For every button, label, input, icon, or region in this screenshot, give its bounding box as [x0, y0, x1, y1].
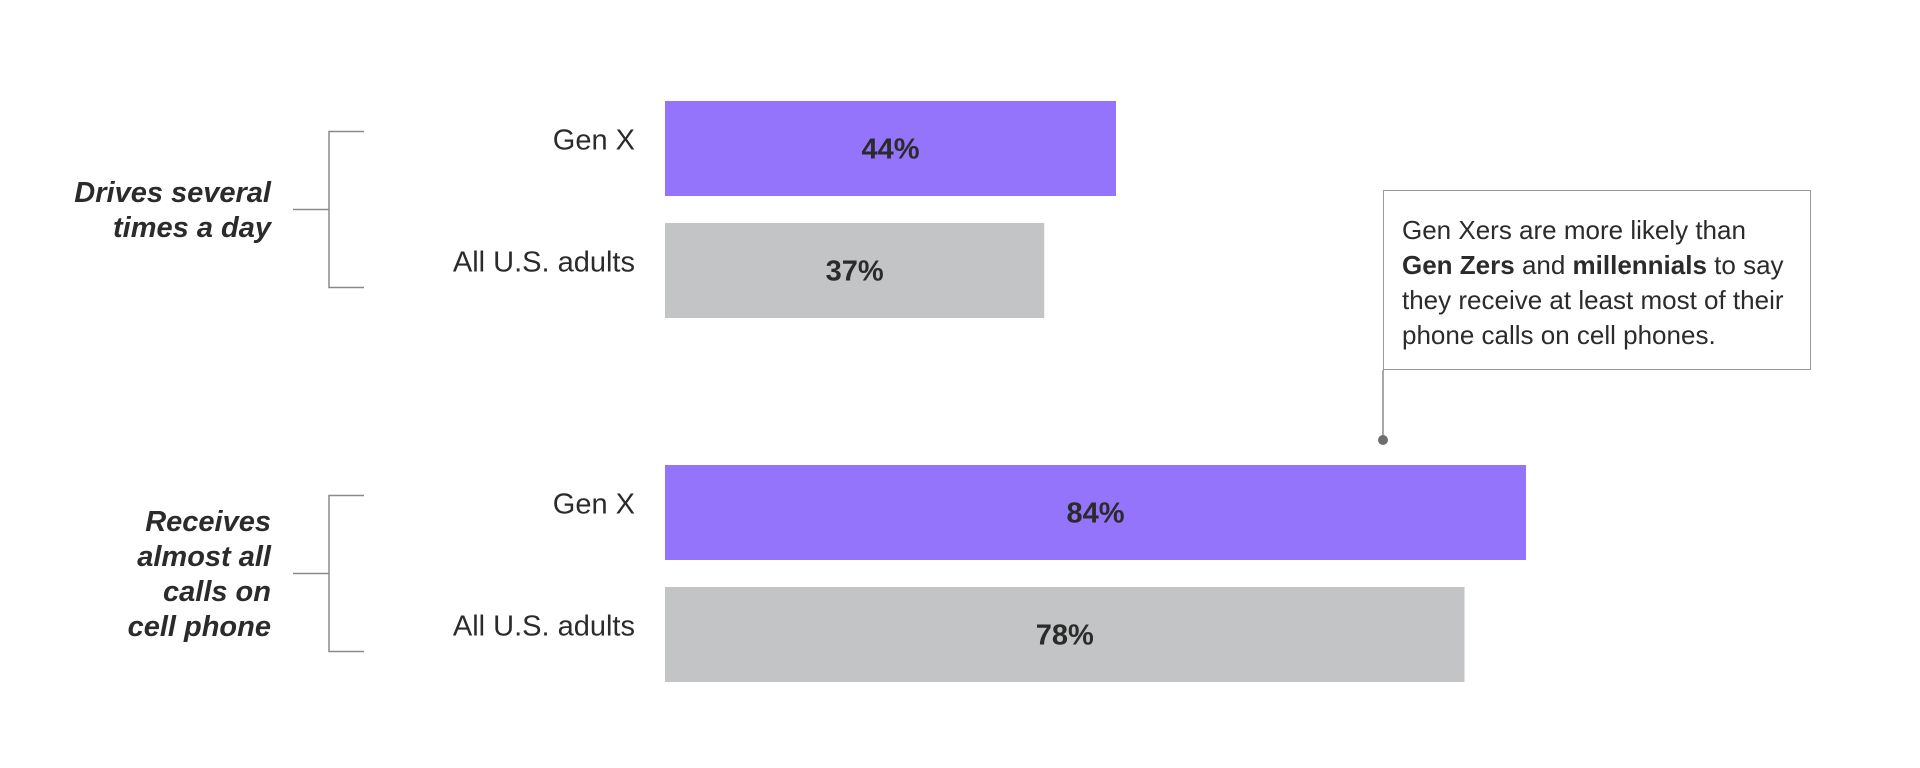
group-label: Drives several times a day [74, 177, 273, 244]
data-label: 37% [826, 256, 884, 288]
group-label-line: calls on [163, 576, 271, 608]
data-label: 78% [1036, 620, 1094, 652]
group-label: Receives almost all calls on cell phone [128, 506, 272, 643]
category-label: Gen X [553, 125, 635, 157]
group-label-line: Receives [145, 506, 271, 538]
annotation-bold-text: Gen Zers [1402, 250, 1515, 280]
annotation-text: and [1514, 250, 1573, 280]
bar [665, 223, 1045, 318]
category-label: All U.S. adults [453, 611, 635, 643]
annotation-text: Gen Xers are more likely than [1402, 215, 1746, 245]
category-label: Gen X [553, 489, 635, 521]
bar [665, 587, 1465, 682]
annotation-dot [1378, 435, 1388, 445]
group-label-line: Drives several [74, 177, 272, 209]
group-bracket [328, 130, 364, 289]
bar [665, 101, 1116, 196]
category-label: All U.S. adults [453, 247, 635, 279]
data-label: 44% [861, 134, 919, 166]
annotation-bold-text: millennials [1572, 250, 1707, 280]
data-label: 84% [1066, 498, 1124, 530]
group-label-line: cell phone [128, 611, 271, 643]
bar [665, 465, 1526, 560]
group-label-line: almost all [137, 541, 272, 573]
group-bracket [328, 494, 364, 653]
annotation-callout: Gen Xers are more likely than Gen Zers a… [1383, 190, 1811, 370]
annotation-text: to say they receive at least most of the… [1402, 250, 1784, 350]
group-label-line: times a day [113, 212, 273, 244]
